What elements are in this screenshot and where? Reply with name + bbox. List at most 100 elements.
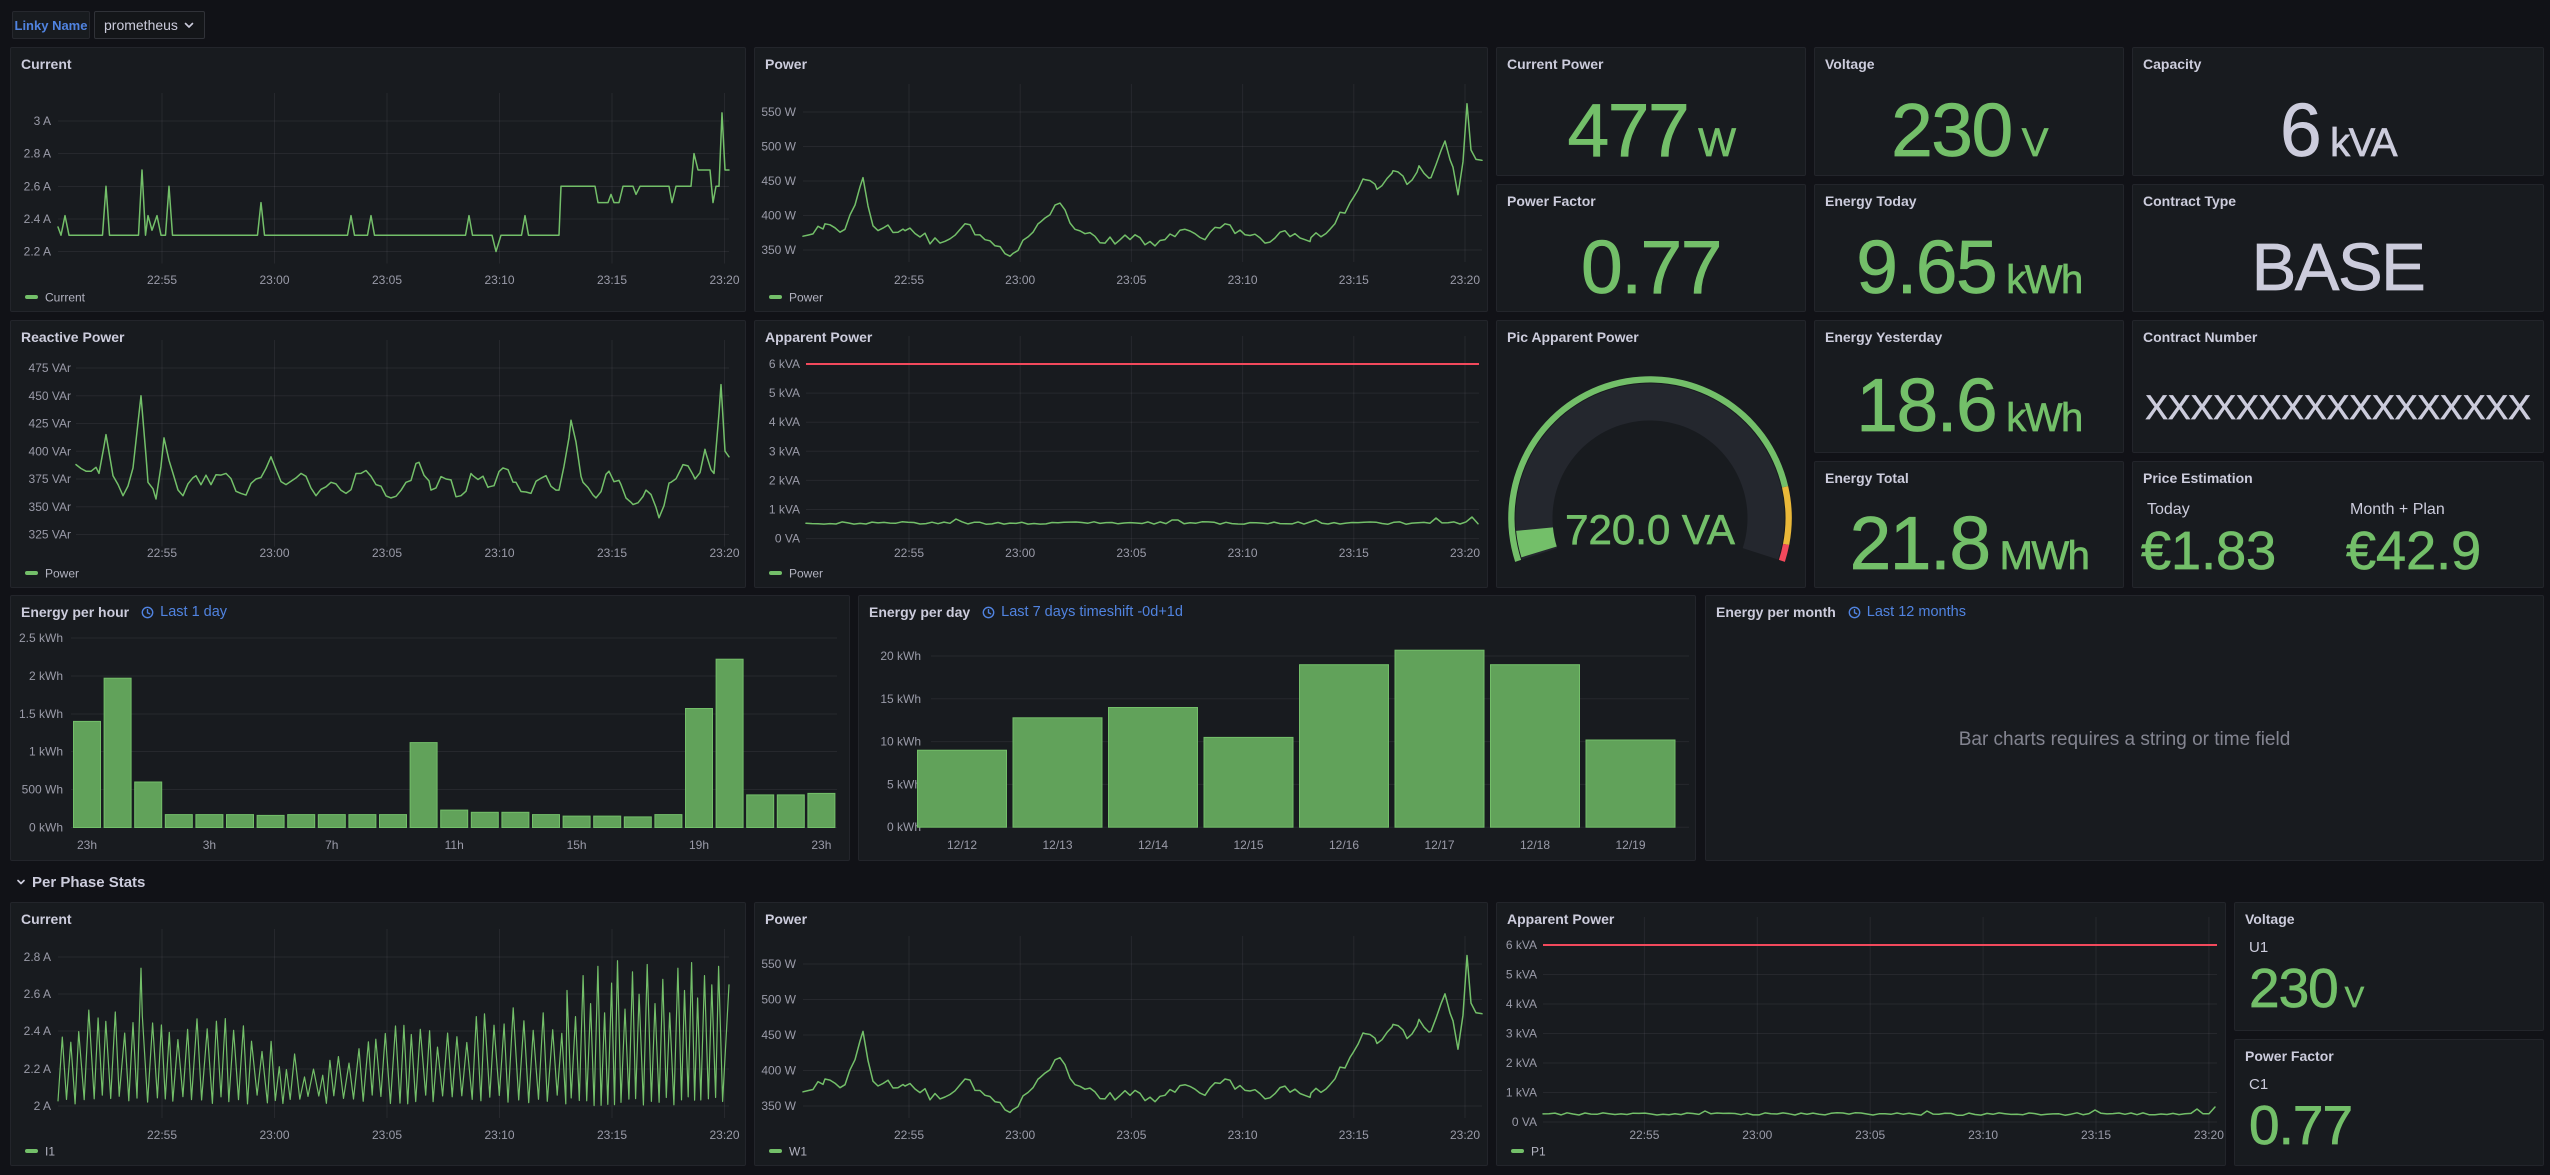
svg-text:15h: 15h xyxy=(567,838,587,852)
svg-text:2.5 kWh: 2.5 kWh xyxy=(19,631,63,645)
svg-text:23:10: 23:10 xyxy=(484,546,514,560)
svg-text:23h: 23h xyxy=(811,838,831,852)
svg-text:2 kWh: 2 kWh xyxy=(29,669,63,683)
svg-text:325 VAr: 325 VAr xyxy=(29,528,71,542)
svg-text:23:05: 23:05 xyxy=(372,546,402,560)
svg-text:22:55: 22:55 xyxy=(894,273,924,287)
svg-text:23:20: 23:20 xyxy=(709,546,739,560)
svg-text:475 VAr: 475 VAr xyxy=(29,361,71,375)
svg-text:2.8 A: 2.8 A xyxy=(24,147,51,161)
svg-text:23:10: 23:10 xyxy=(484,1128,514,1142)
svg-text:4 kVA: 4 kVA xyxy=(769,415,800,429)
svg-text:Current: Current xyxy=(45,291,86,305)
svg-text:450 VAr: 450 VAr xyxy=(29,389,71,403)
svg-text:23:10: 23:10 xyxy=(484,273,514,287)
svg-text:23:05: 23:05 xyxy=(372,1128,402,1142)
svg-text:22:55: 22:55 xyxy=(147,546,177,560)
svg-text:1.5 kWh: 1.5 kWh xyxy=(19,707,63,721)
svg-text:23:10: 23:10 xyxy=(1968,1128,1998,1142)
svg-text:23:15: 23:15 xyxy=(597,546,627,560)
svg-text:23:05: 23:05 xyxy=(1116,1128,1146,1142)
svg-text:23:10: 23:10 xyxy=(1228,273,1258,287)
svg-text:22:55: 22:55 xyxy=(894,1128,924,1142)
svg-text:5 kVA: 5 kVA xyxy=(769,386,800,400)
svg-text:12/15: 12/15 xyxy=(1233,838,1263,852)
svg-text:500 W: 500 W xyxy=(761,140,796,154)
svg-text:23:05: 23:05 xyxy=(372,273,402,287)
svg-text:23:00: 23:00 xyxy=(1742,1128,1772,1142)
svg-text:23:00: 23:00 xyxy=(1005,273,1035,287)
svg-text:1 kVA: 1 kVA xyxy=(1506,1086,1537,1100)
svg-text:20 kWh: 20 kWh xyxy=(880,649,921,663)
svg-text:23:15: 23:15 xyxy=(1339,1128,1369,1142)
svg-text:23:05: 23:05 xyxy=(1116,273,1146,287)
svg-text:12/17: 12/17 xyxy=(1424,838,1454,852)
svg-text:5 kWh: 5 kWh xyxy=(887,777,921,791)
svg-text:0 VA: 0 VA xyxy=(1512,1115,1537,1129)
svg-text:23:00: 23:00 xyxy=(259,546,289,560)
svg-text:19h: 19h xyxy=(689,838,709,852)
svg-text:3 A: 3 A xyxy=(34,114,51,128)
svg-text:P1: P1 xyxy=(1531,1145,1546,1159)
svg-text:Power: Power xyxy=(789,567,823,581)
svg-text:400 W: 400 W xyxy=(761,1064,796,1078)
svg-text:2.2 A: 2.2 A xyxy=(24,1062,51,1076)
svg-text:3 kVA: 3 kVA xyxy=(769,444,800,458)
svg-text:23:15: 23:15 xyxy=(2081,1128,2111,1142)
svg-text:12/16: 12/16 xyxy=(1329,838,1359,852)
svg-text:500 Wh: 500 Wh xyxy=(22,783,63,797)
svg-text:23:20: 23:20 xyxy=(709,273,739,287)
svg-text:23:00: 23:00 xyxy=(1005,1128,1035,1142)
svg-text:550 W: 550 W xyxy=(761,957,796,971)
svg-text:23:10: 23:10 xyxy=(1228,1128,1258,1142)
svg-text:0 VA: 0 VA xyxy=(775,532,800,546)
svg-text:1 kWh: 1 kWh xyxy=(29,745,63,759)
svg-text:22:55: 22:55 xyxy=(894,546,924,560)
svg-text:I1: I1 xyxy=(45,1145,55,1159)
svg-text:12/19: 12/19 xyxy=(1615,838,1645,852)
svg-text:22:55: 22:55 xyxy=(1629,1128,1659,1142)
svg-text:450 W: 450 W xyxy=(761,1028,796,1042)
svg-text:500 W: 500 W xyxy=(761,993,796,1007)
svg-text:23h: 23h xyxy=(77,838,97,852)
svg-text:400 VAr: 400 VAr xyxy=(29,444,71,458)
svg-text:23:10: 23:10 xyxy=(1228,546,1258,560)
svg-text:2.4 A: 2.4 A xyxy=(24,1024,51,1038)
svg-text:6 kVA: 6 kVA xyxy=(769,357,800,371)
svg-text:400 W: 400 W xyxy=(761,209,796,223)
svg-text:1 kVA: 1 kVA xyxy=(769,503,800,517)
svg-text:7h: 7h xyxy=(325,838,338,852)
svg-text:350 W: 350 W xyxy=(761,1099,796,1113)
svg-text:4 kVA: 4 kVA xyxy=(1506,997,1537,1011)
svg-text:3h: 3h xyxy=(203,838,216,852)
svg-text:Power: Power xyxy=(45,567,79,581)
svg-text:23:00: 23:00 xyxy=(259,1128,289,1142)
svg-text:22:55: 22:55 xyxy=(147,1128,177,1142)
svg-text:12/14: 12/14 xyxy=(1138,838,1168,852)
svg-text:23:15: 23:15 xyxy=(1339,546,1369,560)
svg-text:Power: Power xyxy=(789,291,823,305)
svg-text:11h: 11h xyxy=(445,838,464,852)
svg-text:0 kWh: 0 kWh xyxy=(29,821,63,835)
svg-text:450 W: 450 W xyxy=(761,174,796,188)
svg-text:425 VAr: 425 VAr xyxy=(29,417,71,431)
svg-text:23:20: 23:20 xyxy=(1450,1128,1480,1142)
svg-text:23:15: 23:15 xyxy=(597,273,627,287)
svg-text:23:00: 23:00 xyxy=(1005,546,1035,560)
svg-text:0 kWh: 0 kWh xyxy=(887,820,921,834)
svg-text:10 kWh: 10 kWh xyxy=(880,735,921,749)
svg-text:375 VAr: 375 VAr xyxy=(29,472,71,486)
svg-text:W1: W1 xyxy=(789,1145,807,1159)
svg-text:23:20: 23:20 xyxy=(1450,546,1480,560)
svg-text:23:05: 23:05 xyxy=(1855,1128,1885,1142)
svg-text:2 A: 2 A xyxy=(34,1099,51,1113)
svg-text:350 W: 350 W xyxy=(761,243,796,257)
svg-text:720.0 VA: 720.0 VA xyxy=(1565,506,1735,553)
svg-text:23:15: 23:15 xyxy=(1339,273,1369,287)
svg-text:2.8 A: 2.8 A xyxy=(24,950,51,964)
svg-text:23:20: 23:20 xyxy=(2194,1128,2224,1142)
svg-text:15 kWh: 15 kWh xyxy=(880,692,921,706)
svg-text:5 kVA: 5 kVA xyxy=(1506,968,1537,982)
svg-text:23:15: 23:15 xyxy=(597,1128,627,1142)
svg-text:12/12: 12/12 xyxy=(947,838,977,852)
